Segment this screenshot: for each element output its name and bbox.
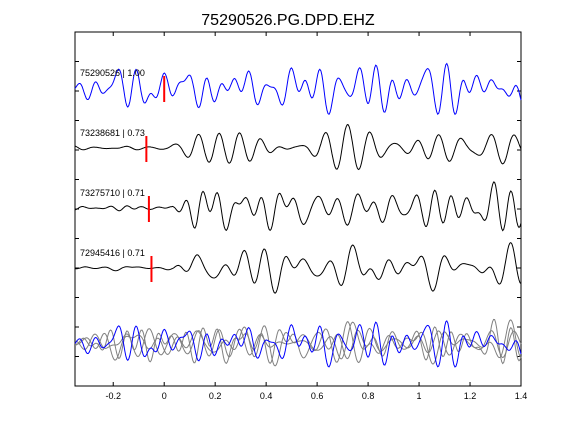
overlay-line xyxy=(74,320,522,368)
trace-label: 75290526 | 1.00 xyxy=(80,68,145,78)
x-tick-label: 1.4 xyxy=(515,391,528,401)
trace-line xyxy=(74,241,522,294)
x-axis: -0.2 0 0.2 0.4 0.6 0.8 1 1.2 1.4 xyxy=(105,32,527,401)
overlay-line xyxy=(74,319,522,367)
x-tick-label: 1.2 xyxy=(464,391,477,401)
x-tick-label: 0.2 xyxy=(209,391,222,401)
overlay-line xyxy=(74,321,522,364)
x-tick-label: 0.6 xyxy=(311,391,324,401)
trace-line xyxy=(74,124,522,171)
trace-label: 73275710 | 0.71 xyxy=(80,188,145,198)
x-tick-label: -0.2 xyxy=(105,391,121,401)
trace-line xyxy=(74,62,522,116)
overlay-group xyxy=(74,318,522,368)
trace-label: 73238681 | 0.73 xyxy=(80,128,145,138)
trace-group: 75290526 | 1.00 73238681 | 0.73 73275710 |… xyxy=(74,62,522,294)
x-tick-label: 0.4 xyxy=(260,391,273,401)
y-axis-ticks xyxy=(75,31,521,387)
x-tick-label: 0.8 xyxy=(362,391,375,401)
chart-title: 75290526.PG.DPD.EHZ xyxy=(201,12,375,29)
x-tick-label: 0 xyxy=(162,391,167,401)
x-tick-label: 1 xyxy=(417,391,422,401)
trace-label: 72945416 | 0.71 xyxy=(80,248,145,258)
